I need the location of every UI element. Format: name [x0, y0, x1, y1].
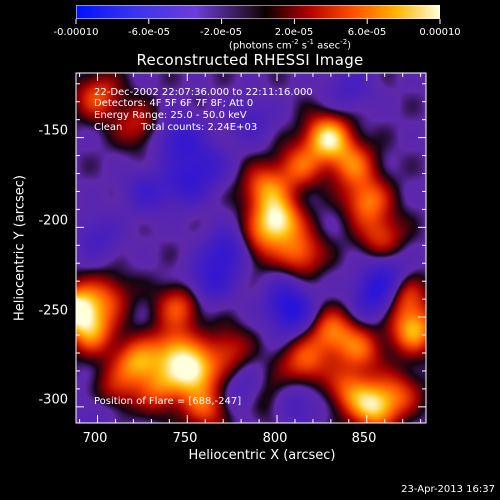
y-tick-label: -300: [38, 392, 68, 408]
unit-part: (photons cm: [228, 40, 292, 52]
colorbar-tick-label: -2.0e-05: [200, 27, 242, 38]
colorbar-tick-label: -0.00010: [53, 27, 99, 38]
unit-part: asec: [314, 40, 341, 52]
colorbar-tick-label: 2.0e-05: [274, 27, 314, 38]
time-range-text: 22-Dec-2002 22:07:36.000 to 22:11:16.000: [94, 87, 313, 98]
unit-part: ): [347, 40, 352, 52]
energy-range-text: Energy Range: 25.0 - 50.0 keV: [94, 110, 247, 121]
timestamp: 23-Apr-2013 16:37: [401, 484, 495, 495]
total-counts-text: Total counts: 2.24E+03: [141, 122, 258, 133]
colorbar-tick-label: 6.0e-05: [347, 27, 387, 38]
colorbar-tick-label: -6.0e-05: [128, 27, 170, 38]
colorbar-unit-label: (photons cm-2 s-1 asec-2): [229, 38, 351, 51]
x-tick-label: 800: [262, 431, 288, 446]
colorbar-ticks: [75, 19, 441, 24]
y-tick-label: -200: [38, 213, 68, 229]
unit-part: s: [298, 40, 308, 52]
x-tick-label: 850: [351, 431, 377, 446]
unit-exponent: -2: [291, 38, 299, 46]
colorbar-tick-label: 0.00010: [419, 27, 461, 38]
x-tick-label: 750: [172, 431, 198, 446]
x-tick-label: 700: [82, 431, 108, 446]
unit-exponent: -2: [340, 38, 348, 46]
y-tick-label: -150: [38, 123, 68, 139]
chart-title: Reconstructed RHESSI Image: [136, 51, 364, 69]
y-tick-label: -250: [38, 303, 68, 319]
x-axis-label: Heliocentric X (arcsec): [188, 448, 336, 463]
detectors-text: Detectors: 4F 5F 6F 7F 8F; Att 0: [94, 98, 254, 109]
y-axis-label: Heliocentric Y (arcsec): [12, 175, 28, 321]
flare-position-text: Position of Flare = [688,-247]: [94, 396, 242, 407]
unit-exponent: -1: [307, 38, 315, 46]
colorbar: [76, 5, 440, 19]
method-text: Clean: [94, 122, 123, 133]
